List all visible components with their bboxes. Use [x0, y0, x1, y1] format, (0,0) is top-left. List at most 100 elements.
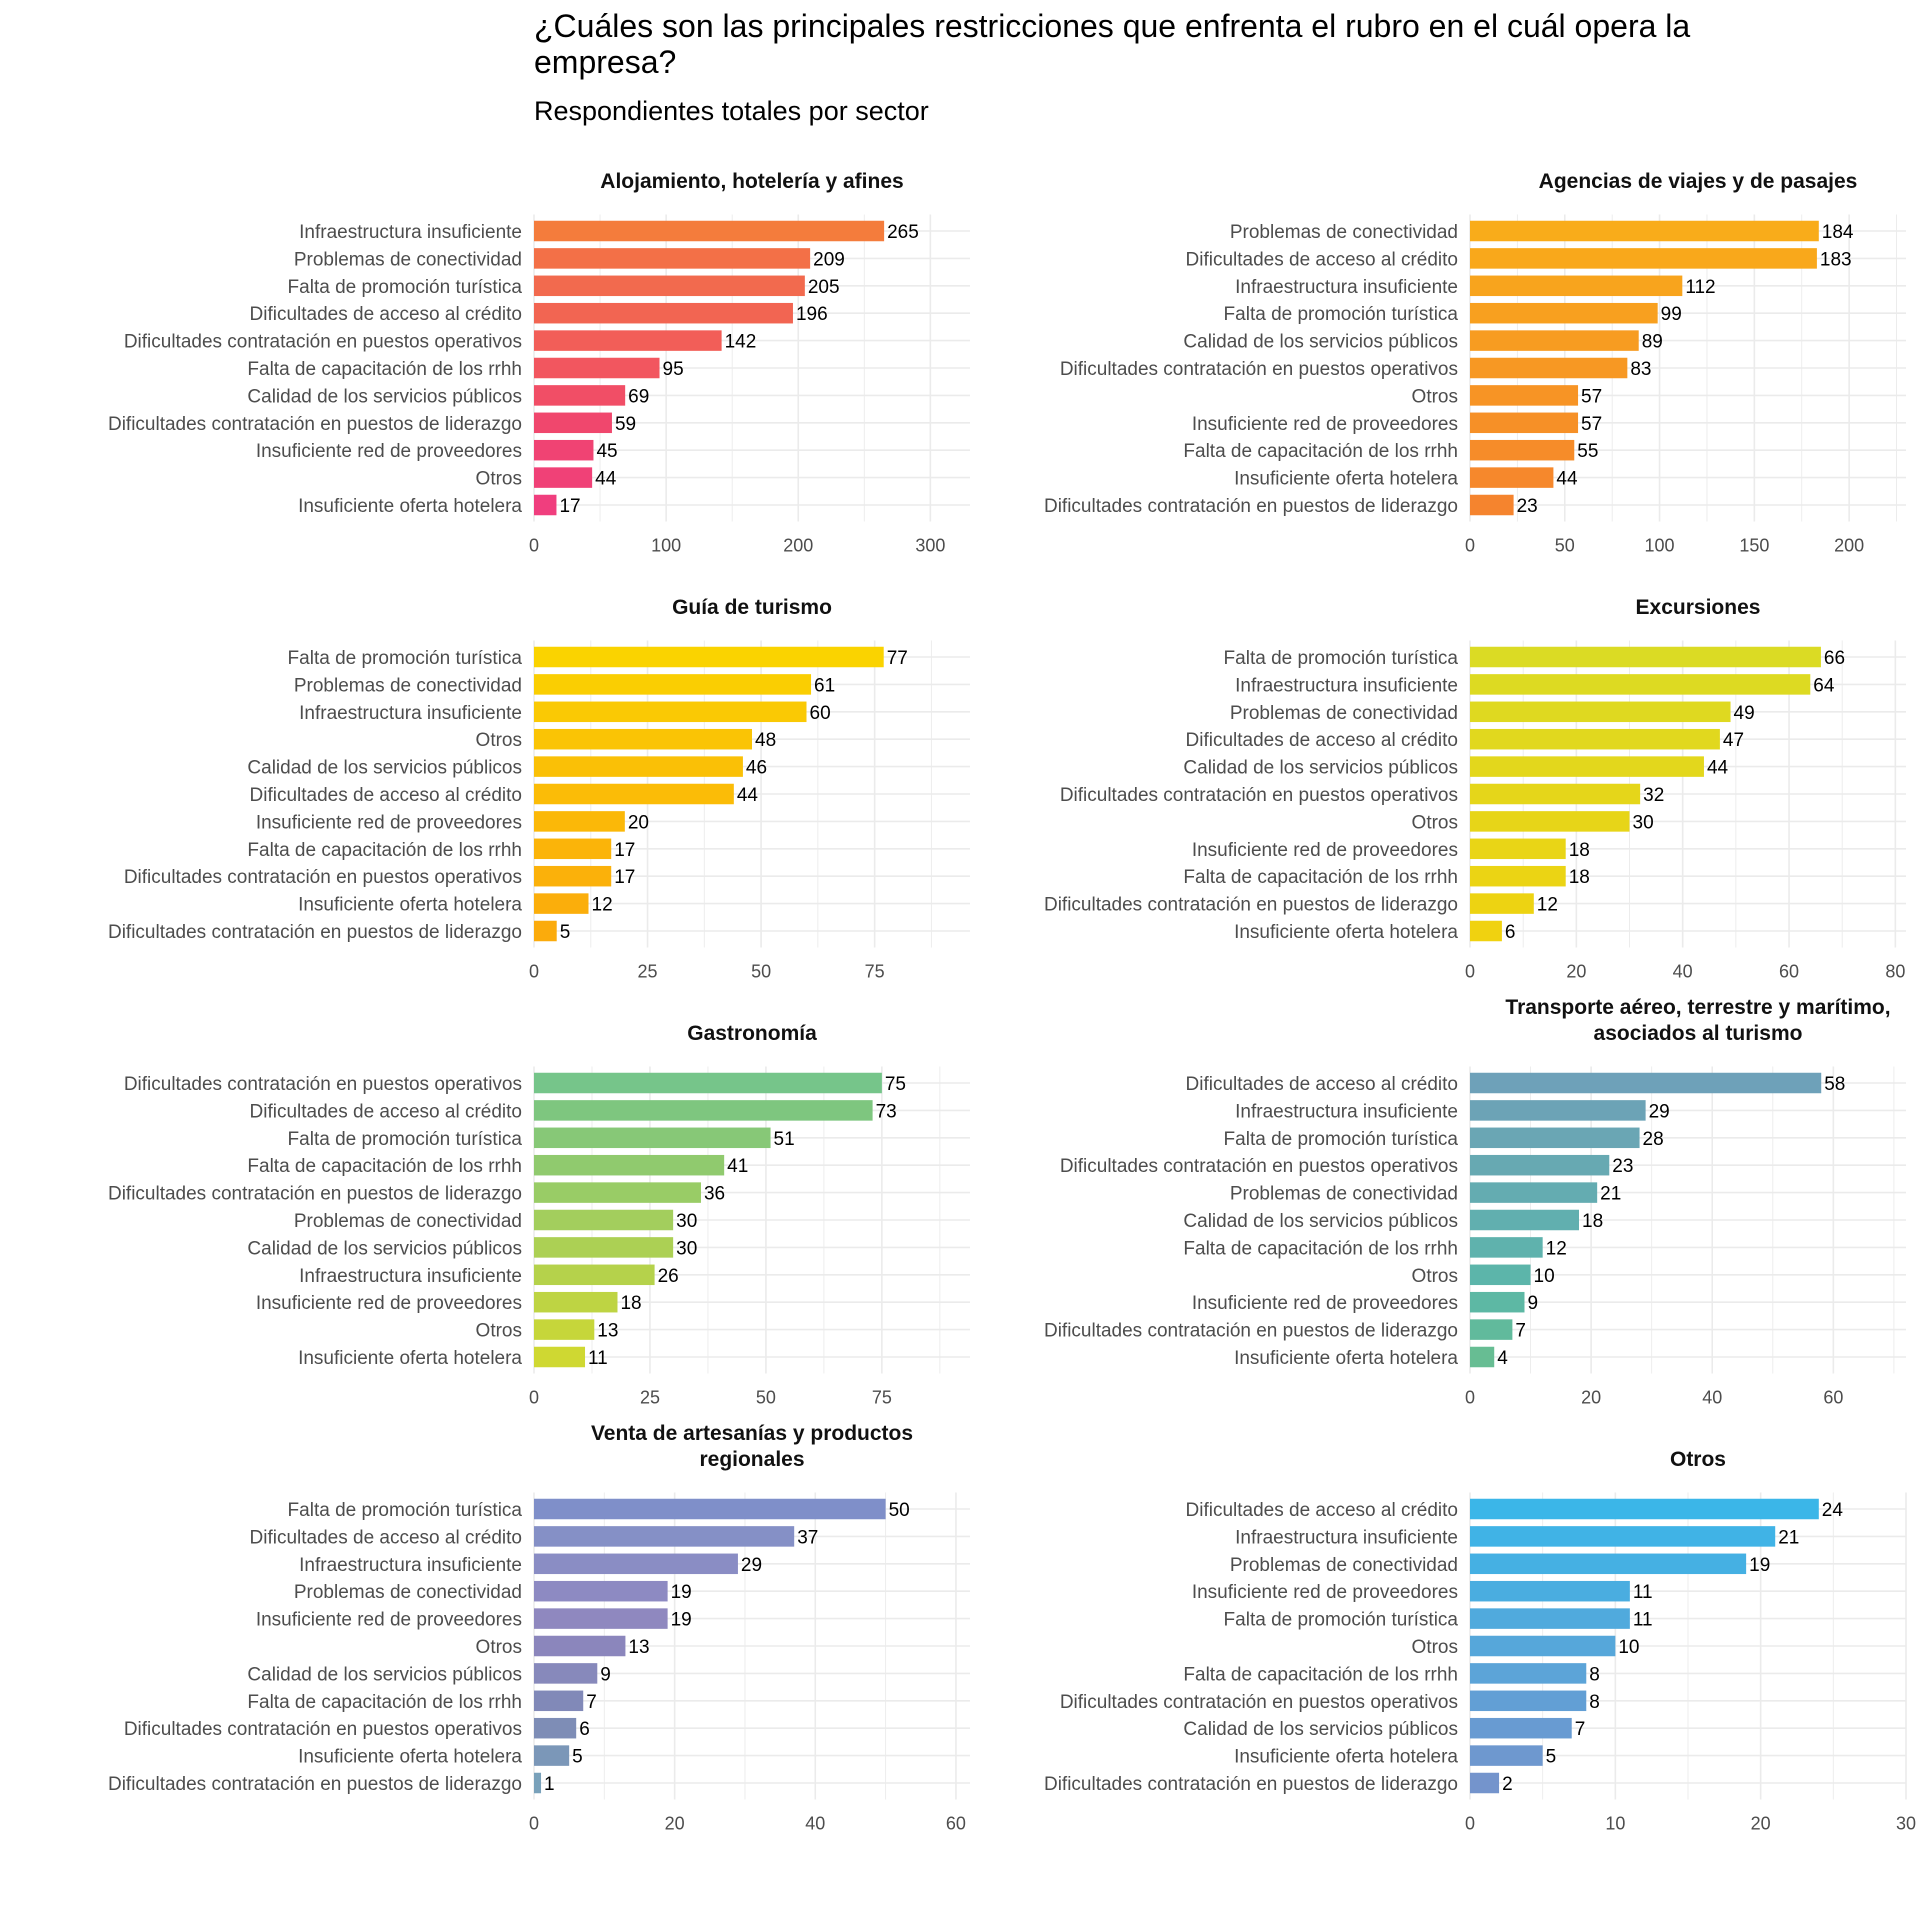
value-label: 64	[1813, 675, 1835, 696]
bar	[1470, 1127, 1640, 1149]
category-label: Problemas de conectividad	[1230, 1184, 1458, 1205]
value-label: 17	[614, 867, 635, 888]
category-label: Falta de promoción turística	[1224, 648, 1459, 669]
value-label: 69	[628, 386, 649, 407]
category-label: Falta de promoción turística	[1224, 1129, 1459, 1150]
value-label: 30	[1633, 812, 1654, 833]
category-label: Calidad de los servicios públicos	[1183, 332, 1458, 353]
x-tick-label: 25	[640, 1387, 660, 1407]
category-label: Dificultades contratación en puestos de …	[108, 414, 522, 435]
category-label: Dificultades de acceso al crédito	[250, 1101, 522, 1122]
bar	[534, 701, 807, 723]
category-label: Insuficiente oferta hotelera	[1234, 469, 1458, 490]
bar	[1470, 467, 1554, 488]
x-tick-label: 30	[1896, 1813, 1916, 1833]
panel-title: Agencias de viajes y de pasajes	[1539, 170, 1858, 193]
category-label: Falta de capacitación de los rrhh	[1183, 441, 1458, 462]
value-label: 37	[797, 1527, 818, 1548]
bar	[1470, 811, 1630, 832]
value-label: 47	[1723, 730, 1744, 751]
bar	[534, 893, 589, 914]
value-label: 21	[1600, 1184, 1621, 1205]
x-tick-label: 150	[1739, 535, 1769, 555]
panel-title: Excursiones	[1636, 596, 1761, 619]
x-tick-label: 40	[1673, 961, 1693, 981]
category-label: Insuficiente oferta hotelera	[1234, 922, 1458, 943]
bar	[1470, 357, 1628, 379]
category-label: Dificultades de acceso al crédito	[1186, 1074, 1458, 1095]
value-label: 99	[1661, 304, 1682, 325]
bar	[1470, 1580, 1630, 1602]
category-label: Dificultades contratación en puestos de …	[108, 1774, 522, 1795]
bar	[534, 1690, 584, 1712]
chart-panel-5: Gastronomía Dificultades contratación en …	[108, 1022, 970, 1407]
value-label: 30	[676, 1238, 697, 1259]
panel-title: asociados al turismo	[1594, 1022, 1803, 1045]
value-label: 7	[1575, 1719, 1586, 1740]
bar	[1470, 385, 1579, 406]
value-label: 44	[737, 785, 759, 806]
x-tick-label: 50	[1555, 535, 1575, 555]
x-tick-label: 40	[1702, 1387, 1722, 1407]
category-label: Falta de promoción turística	[288, 1500, 523, 1521]
x-tick-label: 25	[638, 961, 658, 981]
bar	[1470, 1154, 1610, 1176]
value-label: 57	[1581, 414, 1602, 435]
category-label: Falta de capacitación de los rrhh	[1183, 1238, 1458, 1259]
bar	[1470, 302, 1658, 324]
bar	[534, 467, 593, 488]
value-label: 46	[746, 758, 767, 779]
category-label: Falta de promoción turística	[1224, 1610, 1459, 1631]
value-label: 7	[1515, 1321, 1526, 1342]
category-label: Calidad de los servicios públicos	[247, 758, 522, 779]
value-label: 11	[1633, 1582, 1653, 1603]
bar	[534, 1635, 626, 1657]
value-label: 49	[1734, 703, 1755, 724]
category-label: Insuficiente red de proveedores	[256, 812, 522, 833]
panel-title: Alojamiento, hotelería y afines	[600, 170, 903, 193]
value-label: 29	[1649, 1101, 1670, 1122]
category-label: Infraestructura insuficiente	[1235, 277, 1458, 298]
value-label: 12	[1546, 1238, 1567, 1259]
bar	[1470, 701, 1731, 723]
category-label: Calidad de los servicios públicos	[247, 1664, 522, 1685]
bar	[1470, 1663, 1587, 1684]
value-label: 12	[592, 895, 613, 916]
bar	[534, 728, 752, 750]
page-subtitle: Respondientes totales por sector	[534, 96, 929, 126]
value-label: 75	[885, 1074, 906, 1095]
bar	[534, 1072, 882, 1094]
category-label: Calidad de los servicios públicos	[247, 1238, 522, 1259]
category-label: Problemas de conectividad	[1230, 1555, 1458, 1576]
category-label: Dificultades contratación en puestos ope…	[124, 332, 522, 353]
bar	[1470, 783, 1641, 805]
value-label: 18	[620, 1293, 641, 1314]
bar	[534, 1772, 542, 1794]
category-label: Otros	[1412, 386, 1458, 407]
x-tick-label: 0	[1465, 1387, 1475, 1407]
bar	[534, 646, 884, 668]
bar	[1470, 1209, 1579, 1231]
bar	[1470, 248, 1817, 269]
value-label: 44	[595, 469, 617, 490]
bar	[534, 275, 805, 297]
bar	[534, 1264, 655, 1286]
category-label: Falta de promoción turística	[288, 1129, 523, 1150]
chart-panel-7: Venta de artesanías y productos regionale…	[108, 1422, 970, 1833]
bar	[1470, 893, 1534, 914]
category-label: Problemas de conectividad	[1230, 222, 1458, 243]
bar	[1470, 1100, 1646, 1121]
value-label: 60	[810, 703, 831, 724]
value-label: 89	[1642, 332, 1663, 353]
bar	[534, 1346, 586, 1368]
value-label: 4	[1497, 1348, 1508, 1369]
x-tick-label: 20	[1751, 1813, 1771, 1833]
category-label: Infraestructura insuficiente	[1235, 1527, 1458, 1548]
value-label: 28	[1643, 1129, 1664, 1150]
value-label: 48	[755, 730, 776, 751]
bar	[534, 385, 626, 406]
bar	[534, 674, 812, 695]
value-label: 2	[1502, 1774, 1513, 1795]
bar	[534, 865, 612, 887]
bar	[1470, 1608, 1630, 1629]
